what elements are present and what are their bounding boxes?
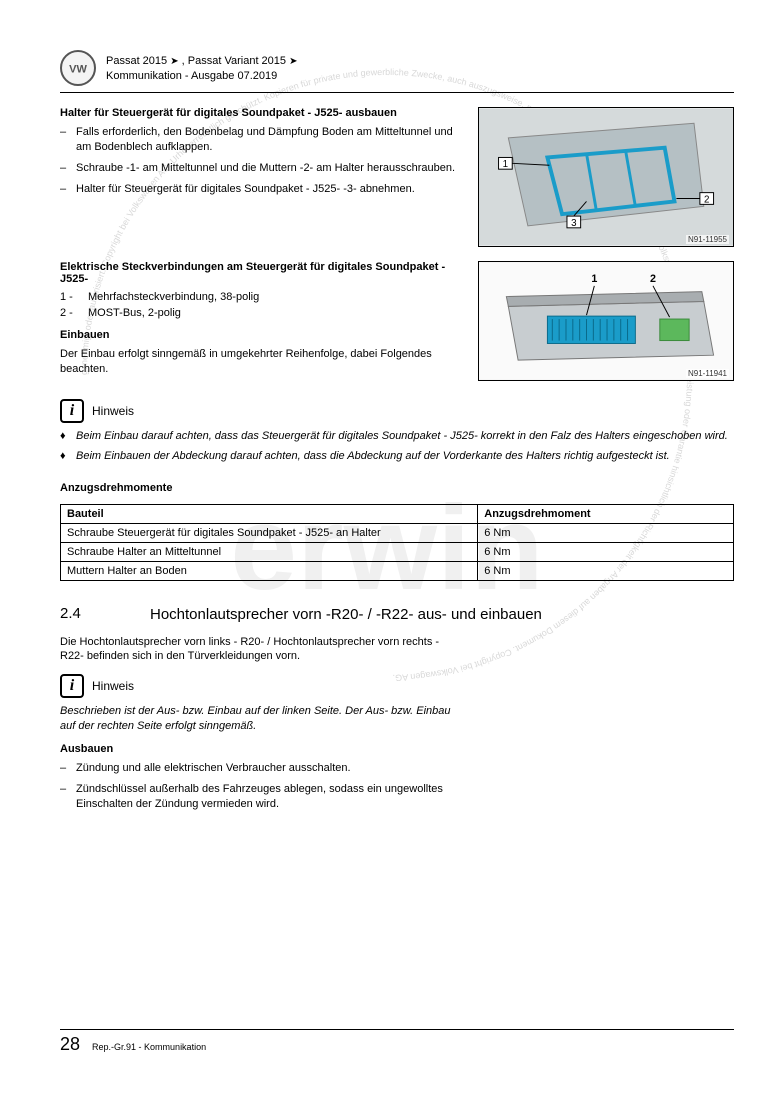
section1-steps: Falls erforderlich, den Bodenbelag und D…: [60, 125, 466, 196]
header-text: Passat 2015 ➤ , Passat Variant 2015 ➤ Ko…: [106, 50, 298, 84]
figure-2-id: N91-11941: [686, 369, 729, 378]
table-cell: Schraube Halter an Mitteltunnel: [61, 543, 478, 562]
list-item: Beim Einbauen der Abdeckung darauf achte…: [60, 449, 734, 463]
svg-text:2: 2: [704, 194, 709, 205]
svg-text:2: 2: [650, 273, 656, 285]
table-cell: 6 Nm: [478, 562, 734, 581]
arrow-icon: ➤: [170, 56, 178, 67]
einbauen-label: Einbauen: [60, 329, 466, 341]
page-header: VW Passat 2015 ➤ , Passat Variant 2015 ➤…: [60, 50, 734, 93]
num-key: 1 -: [60, 291, 88, 303]
header-subtitle: Kommunikation - Ausgabe 07.2019: [106, 70, 277, 82]
hinweis-list-1: Beim Einbau darauf achten, dass das Steu…: [60, 429, 734, 464]
table-row: Bauteil Anzugsdrehmoment: [61, 505, 734, 524]
arrow-icon: ➤: [289, 56, 297, 67]
torque-heading: Anzugsdrehmomente: [60, 481, 734, 496]
table-header: Anzugsdrehmoment: [478, 505, 734, 524]
table-row: Muttern Halter an Boden 6 Nm: [61, 562, 734, 581]
num-key: 2 -: [60, 307, 88, 319]
info-icon: i: [60, 399, 84, 423]
table-header: Bauteil: [61, 505, 478, 524]
chapter-hinweis-text: Beschrieben ist der Aus- bzw. Einbau auf…: [60, 704, 451, 733]
page-number: 28: [60, 1034, 80, 1055]
hinweis-label: Hinweis: [92, 404, 134, 418]
chapter-number: 2.4: [60, 605, 110, 625]
list-item: Schraube -1- am Mitteltunnel und die Mut…: [60, 161, 466, 176]
list-item: Zündung und alle elektrischen Verbrauche…: [60, 761, 451, 776]
svg-text:3: 3: [571, 218, 576, 229]
list-item: Halter für Steuergerät für digitales Sou…: [60, 182, 466, 197]
table-cell: 6 Nm: [478, 543, 734, 562]
svg-text:1: 1: [503, 159, 508, 170]
list-item: Falls erforderlich, den Bodenbelag und D…: [60, 125, 466, 155]
list-item: Zündschlüssel außerhalb des Fahrzeuges a…: [60, 782, 451, 812]
vw-logo: VW: [60, 50, 96, 86]
chapter-intro: Die Hochtonlautsprecher vorn links - R20…: [60, 635, 451, 665]
ausbauen-label: Ausbauen: [60, 743, 734, 755]
table-row: Schraube Halter an Mitteltunnel 6 Nm: [61, 543, 734, 562]
header-model-2: , Passat Variant 2015: [182, 55, 286, 67]
footer-text: Rep.-Gr.91 - Kommunikation: [92, 1042, 206, 1052]
num-text: MOST-Bus, 2-polig: [88, 307, 181, 319]
list-item: Beim Einbau darauf achten, dass das Steu…: [60, 429, 734, 443]
figure-1-id: N91-11955: [686, 235, 729, 244]
section1-title: Halter für Steuergerät für digitales Sou…: [60, 107, 466, 119]
einbauen-text: Der Einbau erfolgt sinngemäß in umgekehr…: [60, 347, 466, 377]
torque-table: Bauteil Anzugsdrehmoment Schraube Steuer…: [60, 504, 734, 581]
table-cell: Schraube Steuergerät für digitales Sound…: [61, 524, 478, 543]
ausbauen-steps: Zündung und alle elektrischen Verbrauche…: [60, 761, 451, 812]
info-icon: i: [60, 674, 84, 698]
page-footer: 28 Rep.-Gr.91 - Kommunikation: [60, 1029, 734, 1055]
table-cell: Muttern Halter an Boden: [61, 562, 478, 581]
table-row: Schraube Steuergerät für digitales Sound…: [61, 524, 734, 543]
connector-list: 1 -Mehrfachsteckverbindung, 38-polig 2 -…: [60, 291, 466, 319]
num-text: Mehrfachsteckverbindung, 38-polig: [88, 291, 259, 303]
figure-2: 1 2 N91-11941: [478, 261, 734, 381]
svg-text:VW: VW: [69, 64, 87, 76]
svg-text:1: 1: [591, 273, 597, 285]
table-cell: 6 Nm: [478, 524, 734, 543]
header-model-1: Passat 2015: [106, 55, 167, 67]
hinweis-label: Hinweis: [92, 679, 134, 693]
chapter-title: Hochtonlautsprecher vorn -R20- / -R22- a…: [150, 605, 542, 625]
chapter-heading: 2.4 Hochtonlautsprecher vorn -R20- / -R2…: [60, 605, 734, 625]
section2-title: Elektrische Steckverbindungen am Steuerg…: [60, 261, 466, 285]
figure-1: 1 2 3 N91-11955: [478, 107, 734, 247]
